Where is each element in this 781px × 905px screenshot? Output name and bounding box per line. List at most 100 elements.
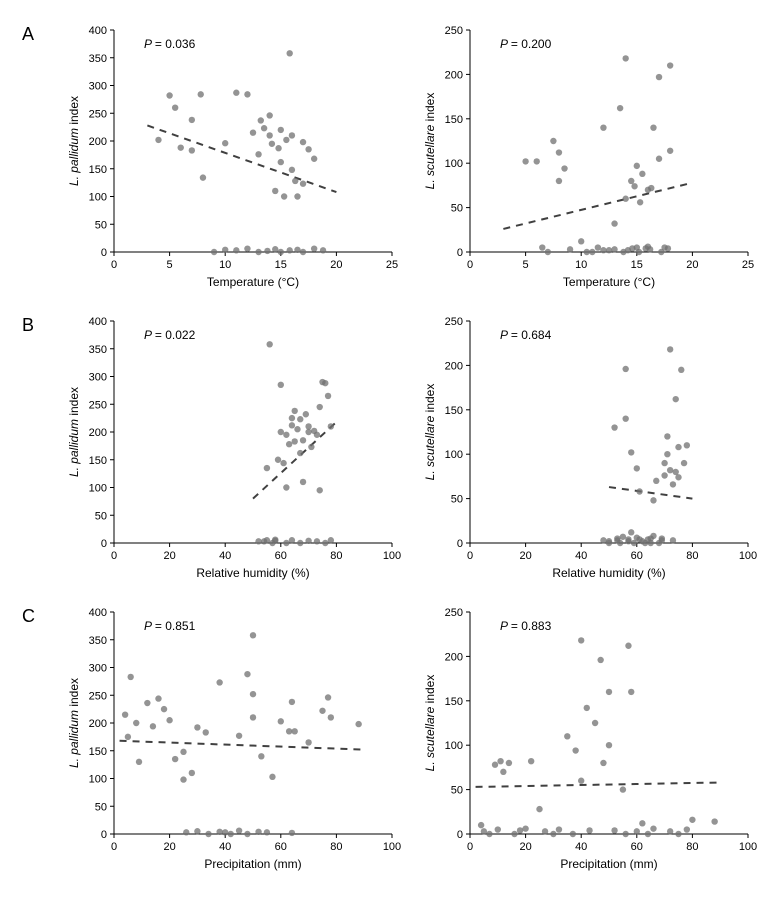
svg-text:100: 100 (738, 550, 756, 562)
svg-text:200: 200 (444, 651, 462, 663)
svg-text:150: 150 (89, 164, 107, 176)
svg-text:20: 20 (686, 259, 698, 271)
svg-text:150: 150 (444, 696, 462, 708)
trend-line (609, 487, 692, 499)
svg-text:80: 80 (686, 550, 698, 562)
svg-text:50: 50 (95, 801, 107, 813)
svg-text:0: 0 (111, 841, 117, 853)
svg-text:60: 60 (630, 841, 642, 853)
svg-text:60: 60 (275, 550, 287, 562)
svg-text:20: 20 (330, 259, 342, 271)
trend-line (253, 422, 336, 499)
svg-text:0: 0 (456, 538, 462, 550)
p-value-label: P = 0.883 (500, 619, 552, 633)
svg-text:400: 400 (89, 607, 107, 619)
p-value-label: P = 0.036 (144, 37, 196, 51)
scatter-plot-C-right: 020406080100050100150200250Precipitation… (418, 602, 758, 878)
panel-letter-B: B (20, 311, 50, 594)
svg-text:100: 100 (383, 841, 401, 853)
data-points (522, 55, 673, 255)
p-value-label: P = 0.684 (500, 328, 552, 342)
svg-text:50: 50 (450, 494, 462, 506)
scatter-plot-A-right: 0510152025050100150200250Temperature (°C… (418, 20, 758, 296)
svg-text:0: 0 (456, 829, 462, 841)
x-axis-label: Temperature (°C) (207, 275, 299, 289)
svg-text:400: 400 (89, 316, 107, 328)
svg-text:20: 20 (163, 550, 175, 562)
y-axis-label: L. pallidum index (67, 678, 81, 768)
panel-letter-A: A (20, 20, 50, 303)
x-axis-label: Relative humidity (%) (196, 566, 309, 580)
scatter-plot-A-left: 0510152025050100150200250300350400Temper… (62, 20, 402, 296)
svg-text:100: 100 (89, 483, 107, 495)
data-points (155, 50, 326, 255)
x-axis-label: Relative humidity (%) (552, 566, 665, 580)
data-points (477, 637, 717, 837)
svg-text:25: 25 (386, 259, 398, 271)
svg-text:250: 250 (444, 25, 462, 37)
svg-text:80: 80 (330, 550, 342, 562)
svg-text:80: 80 (330, 841, 342, 853)
svg-text:100: 100 (383, 550, 401, 562)
svg-text:0: 0 (456, 247, 462, 259)
y-axis-label: L. pallidum index (67, 96, 81, 186)
svg-text:25: 25 (741, 259, 753, 271)
data-points (255, 341, 334, 546)
svg-text:0: 0 (466, 550, 472, 562)
svg-text:350: 350 (89, 635, 107, 647)
svg-text:250: 250 (444, 607, 462, 619)
plot-cell: 0510152025050100150200250300350400Temper… (62, 20, 406, 303)
svg-text:200: 200 (89, 718, 107, 730)
svg-text:200: 200 (89, 427, 107, 439)
svg-text:40: 40 (575, 841, 587, 853)
svg-text:20: 20 (163, 841, 175, 853)
svg-text:20: 20 (519, 550, 531, 562)
trend-line (147, 125, 336, 192)
svg-text:200: 200 (444, 360, 462, 372)
data-points (600, 346, 690, 546)
p-value-label: P = 0.022 (144, 328, 196, 342)
trend-line (475, 782, 720, 786)
p-value-label: P = 0.851 (144, 619, 196, 633)
svg-text:100: 100 (444, 740, 462, 752)
svg-text:400: 400 (89, 25, 107, 37)
svg-text:300: 300 (89, 663, 107, 675)
svg-text:0: 0 (466, 841, 472, 853)
trend-line (503, 183, 692, 229)
x-axis-label: Temperature (°C) (562, 275, 654, 289)
x-axis-label: Precipitation (mm) (204, 857, 301, 871)
svg-text:40: 40 (219, 841, 231, 853)
x-axis-label: Precipitation (mm) (560, 857, 657, 871)
svg-text:150: 150 (444, 114, 462, 126)
svg-text:50: 50 (95, 219, 107, 231)
svg-text:300: 300 (89, 372, 107, 384)
svg-text:80: 80 (686, 841, 698, 853)
svg-text:50: 50 (95, 510, 107, 522)
plot-cell: 020406080100050100150200250Precipitation… (418, 602, 762, 885)
svg-text:200: 200 (444, 69, 462, 81)
svg-text:0: 0 (101, 829, 107, 841)
svg-text:5: 5 (522, 259, 528, 271)
panel-letter-C: C (20, 602, 50, 885)
svg-text:50: 50 (450, 203, 462, 215)
svg-text:15: 15 (275, 259, 287, 271)
svg-text:150: 150 (89, 746, 107, 758)
svg-text:300: 300 (89, 81, 107, 93)
svg-text:0: 0 (101, 538, 107, 550)
svg-text:200: 200 (89, 136, 107, 148)
svg-text:10: 10 (575, 259, 587, 271)
plot-cell: 020406080100050100150200250Relative humi… (418, 311, 762, 594)
svg-text:100: 100 (89, 774, 107, 786)
svg-text:60: 60 (275, 841, 287, 853)
scatter-plot-B-right: 020406080100050100150200250Relative humi… (418, 311, 758, 587)
svg-text:50: 50 (450, 785, 462, 797)
trend-line (120, 741, 365, 750)
scatter-plot-B-left: 020406080100050100150200250300350400Rela… (62, 311, 402, 587)
svg-text:0: 0 (111, 550, 117, 562)
svg-text:250: 250 (444, 316, 462, 328)
scatter-plot-C-left: 020406080100050100150200250300350400Prec… (62, 602, 402, 878)
svg-text:40: 40 (219, 550, 231, 562)
p-value-label: P = 0.200 (500, 37, 552, 51)
figure-grid: A0510152025050100150200250300350400Tempe… (20, 20, 761, 885)
svg-text:350: 350 (89, 344, 107, 356)
